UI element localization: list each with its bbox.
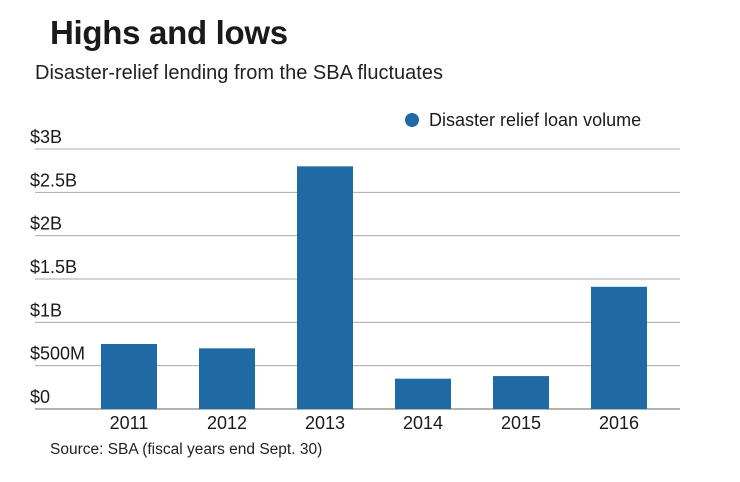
y-tick-label: $1.5B [30, 257, 77, 277]
bar-2014 [395, 378, 451, 409]
chart-subtitle: Disaster-relief lending from the SBA flu… [35, 62, 443, 84]
bar-2013 [297, 166, 353, 409]
x-tick-label: 2016 [599, 413, 639, 433]
legend-label: Disaster relief loan volume [429, 110, 641, 130]
y-axis-labels: $0 $500M $1B $1.5B $2B $2.5B $3B [30, 127, 85, 407]
x-tick-label: 2015 [501, 413, 541, 433]
bar-2012 [199, 348, 255, 409]
y-tick-label: $1B [30, 300, 62, 320]
source-note: Source: SBA (fiscal years end Sept. 30) [50, 441, 323, 458]
chart-title: Highs and lows [50, 14, 288, 51]
x-tick-label: 2014 [403, 413, 443, 433]
bar-2015 [493, 376, 549, 409]
x-tick-label: 2012 [207, 413, 247, 433]
y-tick-label: $2.5B [30, 170, 77, 190]
x-axis-labels: 2011 2012 2013 2014 2015 2016 [110, 413, 639, 433]
y-tick-label: $0 [30, 387, 50, 407]
y-tick-label: $3B [30, 127, 62, 147]
bars [101, 166, 647, 409]
bar-2016 [591, 286, 647, 409]
legend-marker [405, 113, 419, 127]
x-tick-label: 2011 [110, 413, 149, 433]
x-tick-label: 2013 [305, 413, 345, 433]
y-tick-label: $2B [30, 214, 62, 234]
bar-2011 [101, 344, 157, 409]
y-tick-label: $500M [30, 344, 85, 364]
gridlines [35, 148, 680, 410]
legend: Disaster relief loan volume [405, 110, 641, 130]
